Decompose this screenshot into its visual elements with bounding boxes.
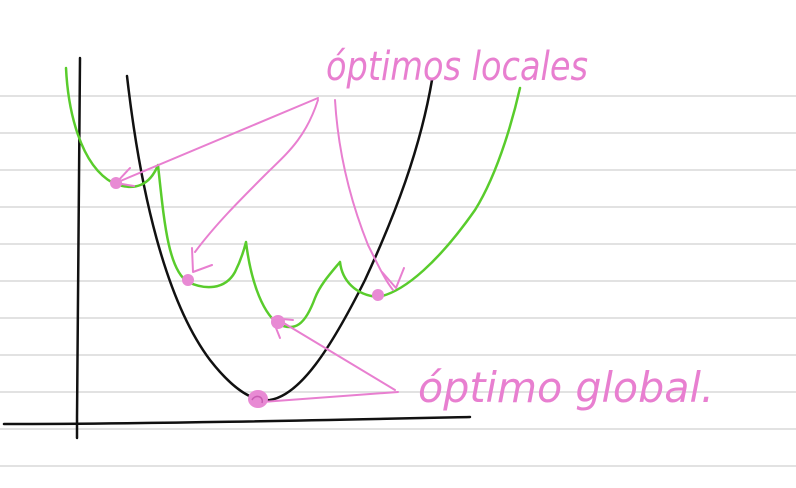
arrow-local-optimum-2 (194, 99, 319, 253)
optimum-markers (110, 177, 384, 408)
local-optimum-marker (372, 289, 384, 301)
arrow-local-optimum-3 (334, 99, 394, 291)
convex-curve (125, 74, 434, 402)
local-optimum-marker (110, 177, 122, 189)
x-axis (2, 415, 472, 426)
arrowhead (381, 267, 405, 289)
local-optimum-marker (182, 274, 194, 286)
global-optimum-scribble (251, 395, 264, 404)
global-optimum-label: óptimo global. (418, 363, 714, 412)
axes (2, 56, 472, 440)
green-minimum-marker (271, 315, 285, 329)
arrow-local-optimum-1 (117, 97, 319, 183)
arrow-to-global-optimum (261, 391, 399, 403)
global-optimum-marker (248, 390, 268, 408)
local-optima-label: óptimos locales (326, 44, 588, 90)
arrow-to-green-minimum (281, 321, 396, 391)
arrowhead (191, 247, 213, 273)
y-axis (75, 56, 82, 440)
non-convex-curve (64, 66, 522, 329)
